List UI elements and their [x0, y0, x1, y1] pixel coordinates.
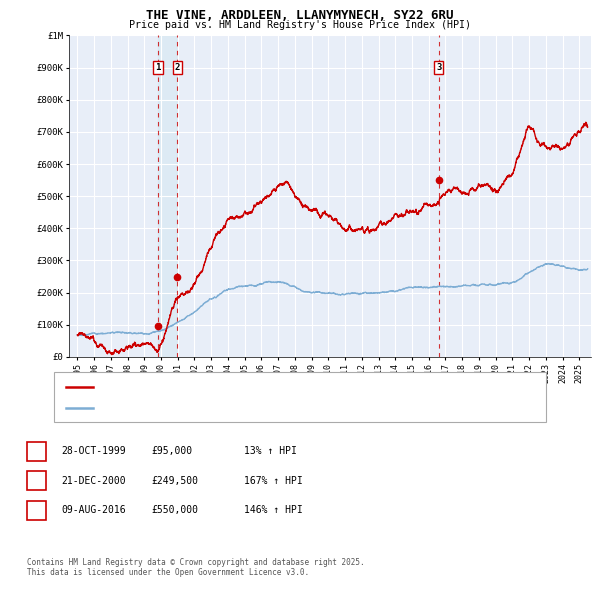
Text: Price paid vs. HM Land Registry's House Price Index (HPI): Price paid vs. HM Land Registry's House … — [129, 20, 471, 30]
Text: Contains HM Land Registry data © Crown copyright and database right 2025.
This d: Contains HM Land Registry data © Crown c… — [27, 558, 365, 577]
Text: 3: 3 — [34, 506, 40, 515]
Text: £249,500: £249,500 — [151, 476, 198, 486]
Text: 1: 1 — [155, 63, 161, 72]
Text: 167% ↑ HPI: 167% ↑ HPI — [244, 476, 303, 486]
Text: 2: 2 — [34, 476, 40, 486]
Text: HPI: Average price, detached house, Powys: HPI: Average price, detached house, Powy… — [99, 404, 319, 412]
Text: THE VINE, ARDDLEEN, LLANYMYNECH, SY22 6RU: THE VINE, ARDDLEEN, LLANYMYNECH, SY22 6R… — [146, 9, 454, 22]
Text: THE VINE, ARDDLEEN, LLANYMYNECH, SY22 6RU (detached house): THE VINE, ARDDLEEN, LLANYMYNECH, SY22 6R… — [99, 382, 411, 391]
Text: 3: 3 — [436, 63, 442, 72]
Text: 21-DEC-2000: 21-DEC-2000 — [61, 476, 126, 486]
Bar — [158, 35, 177, 357]
Text: 1: 1 — [34, 447, 40, 456]
Text: 146% ↑ HPI: 146% ↑ HPI — [244, 506, 303, 515]
Text: 28-OCT-1999: 28-OCT-1999 — [61, 447, 126, 456]
Text: 2: 2 — [175, 63, 180, 72]
Text: £550,000: £550,000 — [151, 506, 198, 515]
Text: £95,000: £95,000 — [151, 447, 193, 456]
Text: 09-AUG-2016: 09-AUG-2016 — [61, 506, 126, 515]
Text: 13% ↑ HPI: 13% ↑ HPI — [244, 447, 297, 456]
